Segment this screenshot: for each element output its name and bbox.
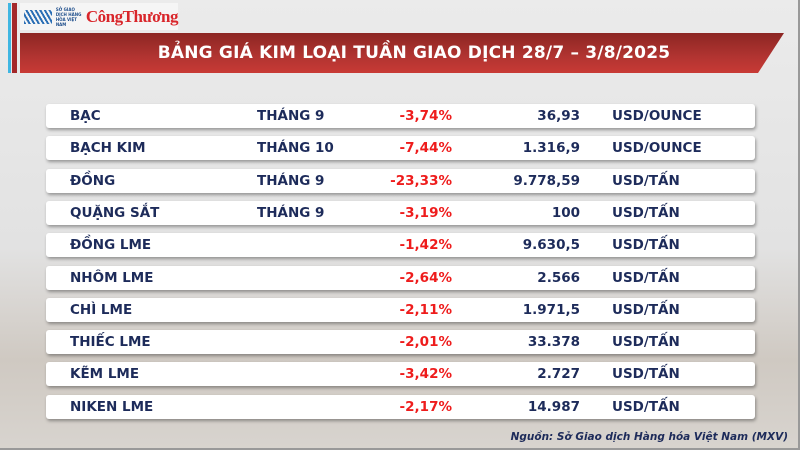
percent-change: -2,64% — [399, 269, 452, 286]
title-banner: BẢNG GIÁ KIM LOẠI TUẦN GIAO DỊCH 28/7 – … — [20, 33, 784, 73]
price-value: 1.971,5 — [522, 301, 580, 318]
table-row: CHÌ LME -2,11% 1.971,5 USD/TẤN — [46, 297, 755, 322]
page-title: BẢNG GIÁ KIM LOẠI TUẦN GIAO DỊCH 28/7 – … — [157, 43, 671, 63]
percent-change: -2,11% — [399, 301, 452, 318]
metal-name: ĐỒNG LME — [70, 237, 152, 254]
metal-name: KẼM LME — [70, 366, 140, 383]
percent-change: -2,01% — [399, 334, 452, 351]
price-unit: USD/TẤN — [612, 172, 680, 189]
metal-name: NIKEN LME — [70, 398, 154, 415]
percent-change: -7,44% — [399, 140, 452, 157]
percent-change: -3,74% — [399, 108, 452, 124]
contract-month: THÁNG 9 — [257, 108, 325, 124]
price-value: 9.778,59 — [513, 172, 580, 189]
metal-name: THIẾC LME — [70, 334, 151, 351]
price-unit: USD/TẤN — [612, 301, 680, 318]
price-unit: USD/TẤN — [612, 398, 680, 415]
metal-name: CHÌ LME — [70, 301, 133, 318]
price-unit: USD/OUNCE — [612, 140, 702, 157]
percent-change: -3,19% — [399, 204, 452, 221]
metal-name: ĐỒNG — [70, 172, 116, 189]
percent-change: -3,42% — [399, 366, 452, 383]
price-unit: USD/TẤN — [612, 237, 680, 254]
price-unit: USD/TẤN — [612, 334, 680, 351]
contract-month: THÁNG 10 — [257, 140, 334, 157]
price-value: 2.566 — [537, 269, 580, 286]
table-row: ĐỒNG LME -1,42% 9.630,5 USD/TẤN — [46, 233, 755, 258]
accent-bar-red — [12, 3, 17, 73]
contract-month: THÁNG 9 — [257, 172, 325, 189]
table-row: QUẶNG SẮT THÁNG 9 -3,19% 100 USD/TẤN — [46, 200, 755, 225]
price-value: 14.987 — [527, 398, 580, 415]
percent-change: -2,17% — [399, 398, 452, 415]
metal-name: BẠC — [70, 108, 101, 124]
price-value: 33.378 — [527, 334, 580, 351]
table-row: THIẾC LME -2,01% 33.378 USD/TẤN — [46, 330, 755, 355]
table-row: NHÔM LME -2,64% 2.566 USD/TẤN — [46, 265, 755, 290]
exchange-logo-icon — [24, 9, 52, 24]
price-value: 1.316,9 — [522, 140, 580, 157]
source-note: Nguồn: Sở Giao dịch Hàng hóa Việt Nam (M… — [510, 431, 788, 443]
table-row: NIKEN LME -2,17% 14.987 USD/TẤN — [46, 394, 755, 419]
exchange-logo-text: SỞ GIAO DỊCH HÀNG HÓA VIỆT NAM — [55, 6, 82, 27]
accent-bar-cyan — [8, 3, 11, 73]
price-value: 2.727 — [537, 366, 580, 383]
frame-border — [798, 0, 800, 450]
price-unit: USD/TẤN — [612, 366, 680, 383]
logo-area: SỞ GIAO DỊCH HÀNG HÓA VIỆT NAM CôngThươn… — [20, 3, 179, 30]
publication-logo: CôngThương — [85, 6, 179, 26]
percent-change: -1,42% — [399, 237, 452, 254]
metal-name: QUẶNG SẮT — [70, 204, 160, 221]
metal-name: BẠCH KIM — [70, 140, 146, 157]
table-row: ĐỒNG THÁNG 9 -23,33% 9.778,59 USD/TẤN — [46, 168, 755, 193]
price-unit: USD/TẤN — [612, 269, 680, 286]
price-value: 36,93 — [537, 108, 580, 124]
price-value: 9.630,5 — [522, 237, 580, 254]
metal-name: NHÔM LME — [70, 269, 154, 286]
price-value: 100 — [551, 204, 580, 221]
table-row: BẠC THÁNG 9 -3,74% 36,93 USD/OUNCE — [46, 104, 755, 128]
percent-change: -23,33% — [390, 172, 452, 189]
price-unit: USD/OUNCE — [612, 108, 702, 124]
frame-border-bottom — [0, 448, 800, 450]
table-row: KẼM LME -3,42% 2.727 USD/TẤN — [46, 362, 755, 387]
price-unit: USD/TẤN — [612, 204, 680, 221]
contract-month: THÁNG 9 — [257, 204, 325, 221]
table-row: BẠCH KIM THÁNG 10 -7,44% 1.316,9 USD/OUNCE — [46, 136, 755, 161]
